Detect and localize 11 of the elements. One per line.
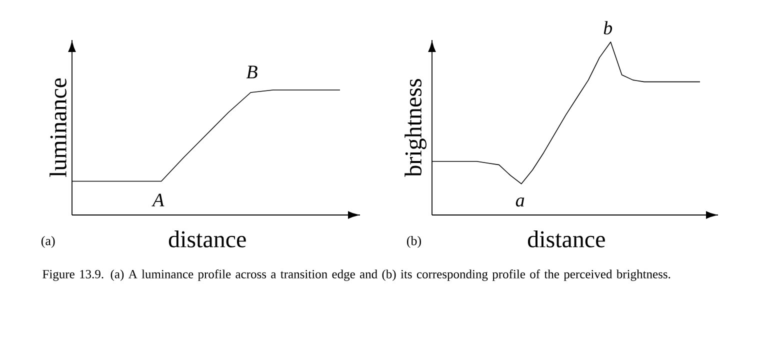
text: (b) <box>406 236 421 248</box>
annotation: A <box>152 194 164 206</box>
y-axis-title: luminance <box>50 78 66 177</box>
y-axis-title: brightness <box>404 79 426 177</box>
x-axis-title: distance <box>168 230 246 248</box>
x-axis-title: distance <box>528 230 605 248</box>
text: (a) <box>41 236 55 248</box>
text: b <box>604 21 612 34</box>
text: B <box>246 66 258 78</box>
annotation: a <box>516 197 524 207</box>
caption: Figure 13.9. (a) A luminance profile across a transition edge and (b) its corresponding profile of the perceived brightness. <box>42 269 670 281</box>
